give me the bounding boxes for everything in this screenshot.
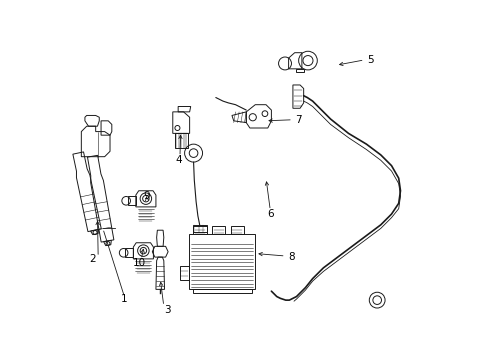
Text: 6: 6 [266,209,273,219]
Text: 3: 3 [164,305,170,315]
Text: 7: 7 [294,115,301,125]
Text: 5: 5 [366,55,373,65]
Text: 9: 9 [143,191,150,201]
Text: 2: 2 [89,254,95,264]
Text: 1: 1 [121,294,127,304]
Text: 4: 4 [176,155,182,165]
Text: 8: 8 [287,252,294,262]
Text: 10: 10 [133,258,146,268]
